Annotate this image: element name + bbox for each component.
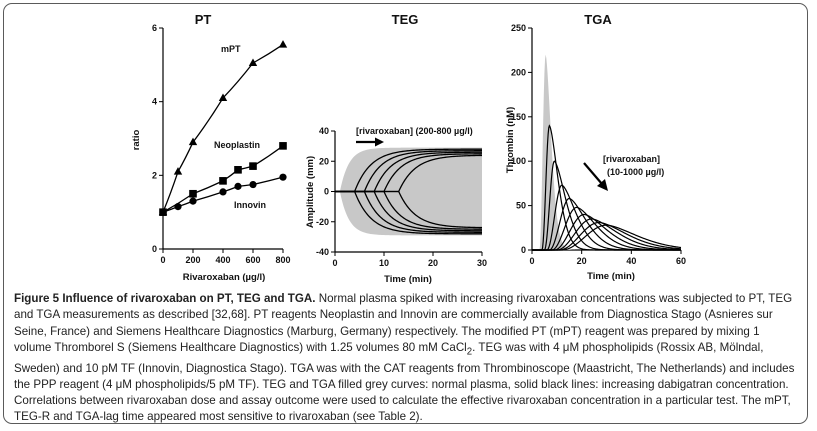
- pt-xtick-label: 600: [245, 255, 260, 265]
- teg-arrow-head: [375, 137, 384, 147]
- pt-point-mpt: [248, 58, 258, 66]
- pt-ytick-label: 4: [152, 97, 157, 107]
- tga-ytick-label: 200: [511, 67, 526, 77]
- tga-ytick-label: 0: [521, 245, 526, 255]
- pt-point-innovin: [249, 180, 257, 189]
- teg-series-line-1-lower: [335, 190, 483, 235]
- pt-panel: PT ratio Rivaroxaban (µg/l) 0 2 4 6 0 200 400 6…: [131, 12, 291, 283]
- pt-point-mpt: [278, 40, 288, 48]
- figure-caption: Figure 5 Influence of rivaroxaban on PT,…: [14, 291, 799, 426]
- tga-xtick-label: 0: [529, 256, 534, 266]
- teg-series-line-5-lower: [335, 190, 483, 229]
- tga-series-line-5: [532, 206, 682, 251]
- pt-xtick-label: 400: [215, 255, 230, 265]
- tga-ytick-label: 50: [516, 201, 526, 211]
- tga-series-line-6: [532, 213, 682, 251]
- teg-xtick-label: 30: [477, 258, 487, 268]
- pt-series-label-neoplastin: Neoplastin: [214, 140, 260, 150]
- pt-title: PT: [195, 12, 212, 27]
- pt-point-innovin: [174, 203, 182, 211]
- caption-body: Normal plasma spiked with increasing riv…: [14, 292, 793, 354]
- teg-series-line-1-upper: [335, 148, 483, 193]
- pt-point-mpt: [188, 137, 198, 146]
- teg-xtick-label: 10: [379, 258, 389, 268]
- tga-xtick-label: 60: [676, 256, 686, 266]
- caption-subscript: 2: [466, 346, 473, 358]
- caption-tail: . TEG was with 4 μM phospholipids (Rossi…: [14, 340, 795, 424]
- pt-xtick-label: 200: [185, 255, 200, 265]
- tga-arrow-head: [597, 179, 608, 191]
- tga-ytick-label: 250: [511, 23, 526, 33]
- pt-xlabel: Rivaroxaban (µg/l): [183, 272, 266, 283]
- tga-ytick-label: 150: [511, 112, 526, 122]
- pt-point-mpt: [218, 93, 228, 101]
- pt-ytick-label: 6: [152, 23, 157, 33]
- pt-series-label-innovin: Innovin: [234, 200, 266, 210]
- pt-point-neoplastin: [219, 177, 227, 185]
- caption-title: Figure 5 Influence of rivaroxaban on PT,…: [14, 292, 316, 305]
- tga-ytick-label: 100: [511, 156, 526, 166]
- pt-ytick-label: 2: [152, 170, 157, 180]
- tga-panel: TGA Thrombin (nM) Time (min) [rivaroxaba…: [505, 12, 686, 282]
- pt-xtick-label: 800: [275, 255, 290, 265]
- pt-point-innovin: [189, 197, 197, 205]
- tga-ylabel: Thrombin (nM): [505, 107, 516, 173]
- pt-point-mpt: [173, 167, 183, 175]
- pt-xtick-label: 0: [160, 255, 165, 265]
- pt-point-innovin: [159, 208, 167, 216]
- tga-series-line-9: [532, 224, 682, 251]
- tga-annotation-line2: (10-1000 µg/l): [607, 167, 664, 177]
- pt-point-innovin: [219, 188, 227, 196]
- tga-arrow-shaft: [583, 162, 603, 185]
- teg-xtick-label: 20: [428, 258, 438, 268]
- teg-xlabel: Time (min): [384, 274, 432, 285]
- pt-point-innovin: [234, 182, 242, 190]
- teg-xtick-label: 0: [332, 258, 337, 268]
- tga-annotation-line1: [rivaroxaban]: [603, 154, 660, 164]
- tga-xtick-label: 40: [626, 256, 636, 266]
- pt-point-innovin: [279, 173, 287, 181]
- tga-xlabel: Time (min): [587, 271, 635, 282]
- pt-point-neoplastin: [279, 142, 287, 150]
- tga-title: TGA: [584, 12, 612, 27]
- pt-series-line-mpt: [162, 44, 284, 213]
- pt-ylabel: ratio: [131, 130, 142, 151]
- tga-reference-fill: [532, 54, 681, 250]
- teg-ytick-label: -20: [316, 217, 329, 227]
- pt-point-neoplastin: [234, 166, 242, 174]
- teg-ytick-label: 40: [319, 126, 329, 136]
- teg-reference-fill: [335, 147, 482, 236]
- pt-ytick-label: 0: [152, 244, 157, 254]
- teg-ytick-label: 20: [319, 156, 329, 166]
- teg-panel: TEG Amplitude (mm) Time (min) [rivaroxab…: [305, 12, 487, 285]
- teg-title: TEG: [392, 12, 419, 27]
- pt-point-neoplastin: [249, 162, 257, 170]
- tga-xtick-label: 20: [577, 256, 587, 266]
- pt-point-neoplastin: [189, 189, 197, 198]
- teg-ytick-label: -40: [316, 247, 329, 257]
- teg-ytick-label: 0: [324, 187, 329, 197]
- teg-ylabel: Amplitude (mm): [305, 156, 316, 228]
- teg-annotation: [rivaroxaban] (200-800 µg/l): [356, 126, 473, 136]
- pt-series-label-mpt: mPT: [221, 44, 241, 54]
